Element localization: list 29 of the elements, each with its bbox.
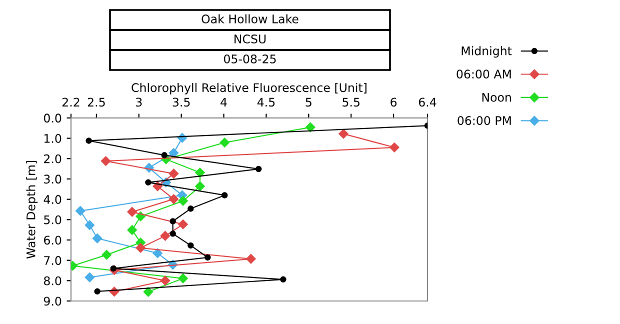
y-tick-label: 1.0	[44, 134, 62, 143]
x-tick-label: 5.5	[342, 98, 360, 107]
y-tick-label: 7.0	[44, 256, 62, 265]
x-tick-label: 4	[220, 98, 227, 106]
y-tick-label: 5.0	[44, 215, 62, 224]
x-tick-label: 6	[390, 98, 397, 107]
y-tick-label: 4.0	[44, 195, 62, 204]
y-tick-label: 0.0	[44, 114, 62, 123]
x-tick-label: 2.5	[88, 98, 105, 107]
x-tick-label: 2.2	[62, 98, 80, 106]
y-axis-title: Water Depth [m]	[26, 160, 38, 259]
legend-label: Noon	[482, 93, 511, 102]
chart-title: Oak Hollow Lake	[202, 14, 298, 24]
x-tick-label: 4.5	[257, 98, 275, 107]
y-tick-label: 2.0	[44, 154, 62, 164]
y-tick-label: 6.0	[44, 236, 62, 245]
x-tick-label: 5	[306, 98, 312, 107]
text: 05-08-25	[224, 54, 276, 64]
y-tick-label: 8.0	[44, 276, 62, 286]
y-tick-label: 9.0	[44, 296, 62, 306]
x-tick-label: 6.4	[418, 98, 436, 107]
chart-subtitle: NCSU	[234, 34, 266, 44]
legend-label: Midnight	[462, 46, 512, 58]
legend-label: 06:00 AM	[456, 70, 511, 79]
x-tick-label: 3.5	[172, 98, 190, 107]
y-tick-label: 3.0	[44, 174, 62, 184]
legend-label: 06:00 PM	[458, 116, 511, 126]
x-axis-title: Chlorophyll Relative Fluorescence [Unit]	[132, 82, 366, 94]
x-tick-label: 3	[136, 98, 142, 107]
